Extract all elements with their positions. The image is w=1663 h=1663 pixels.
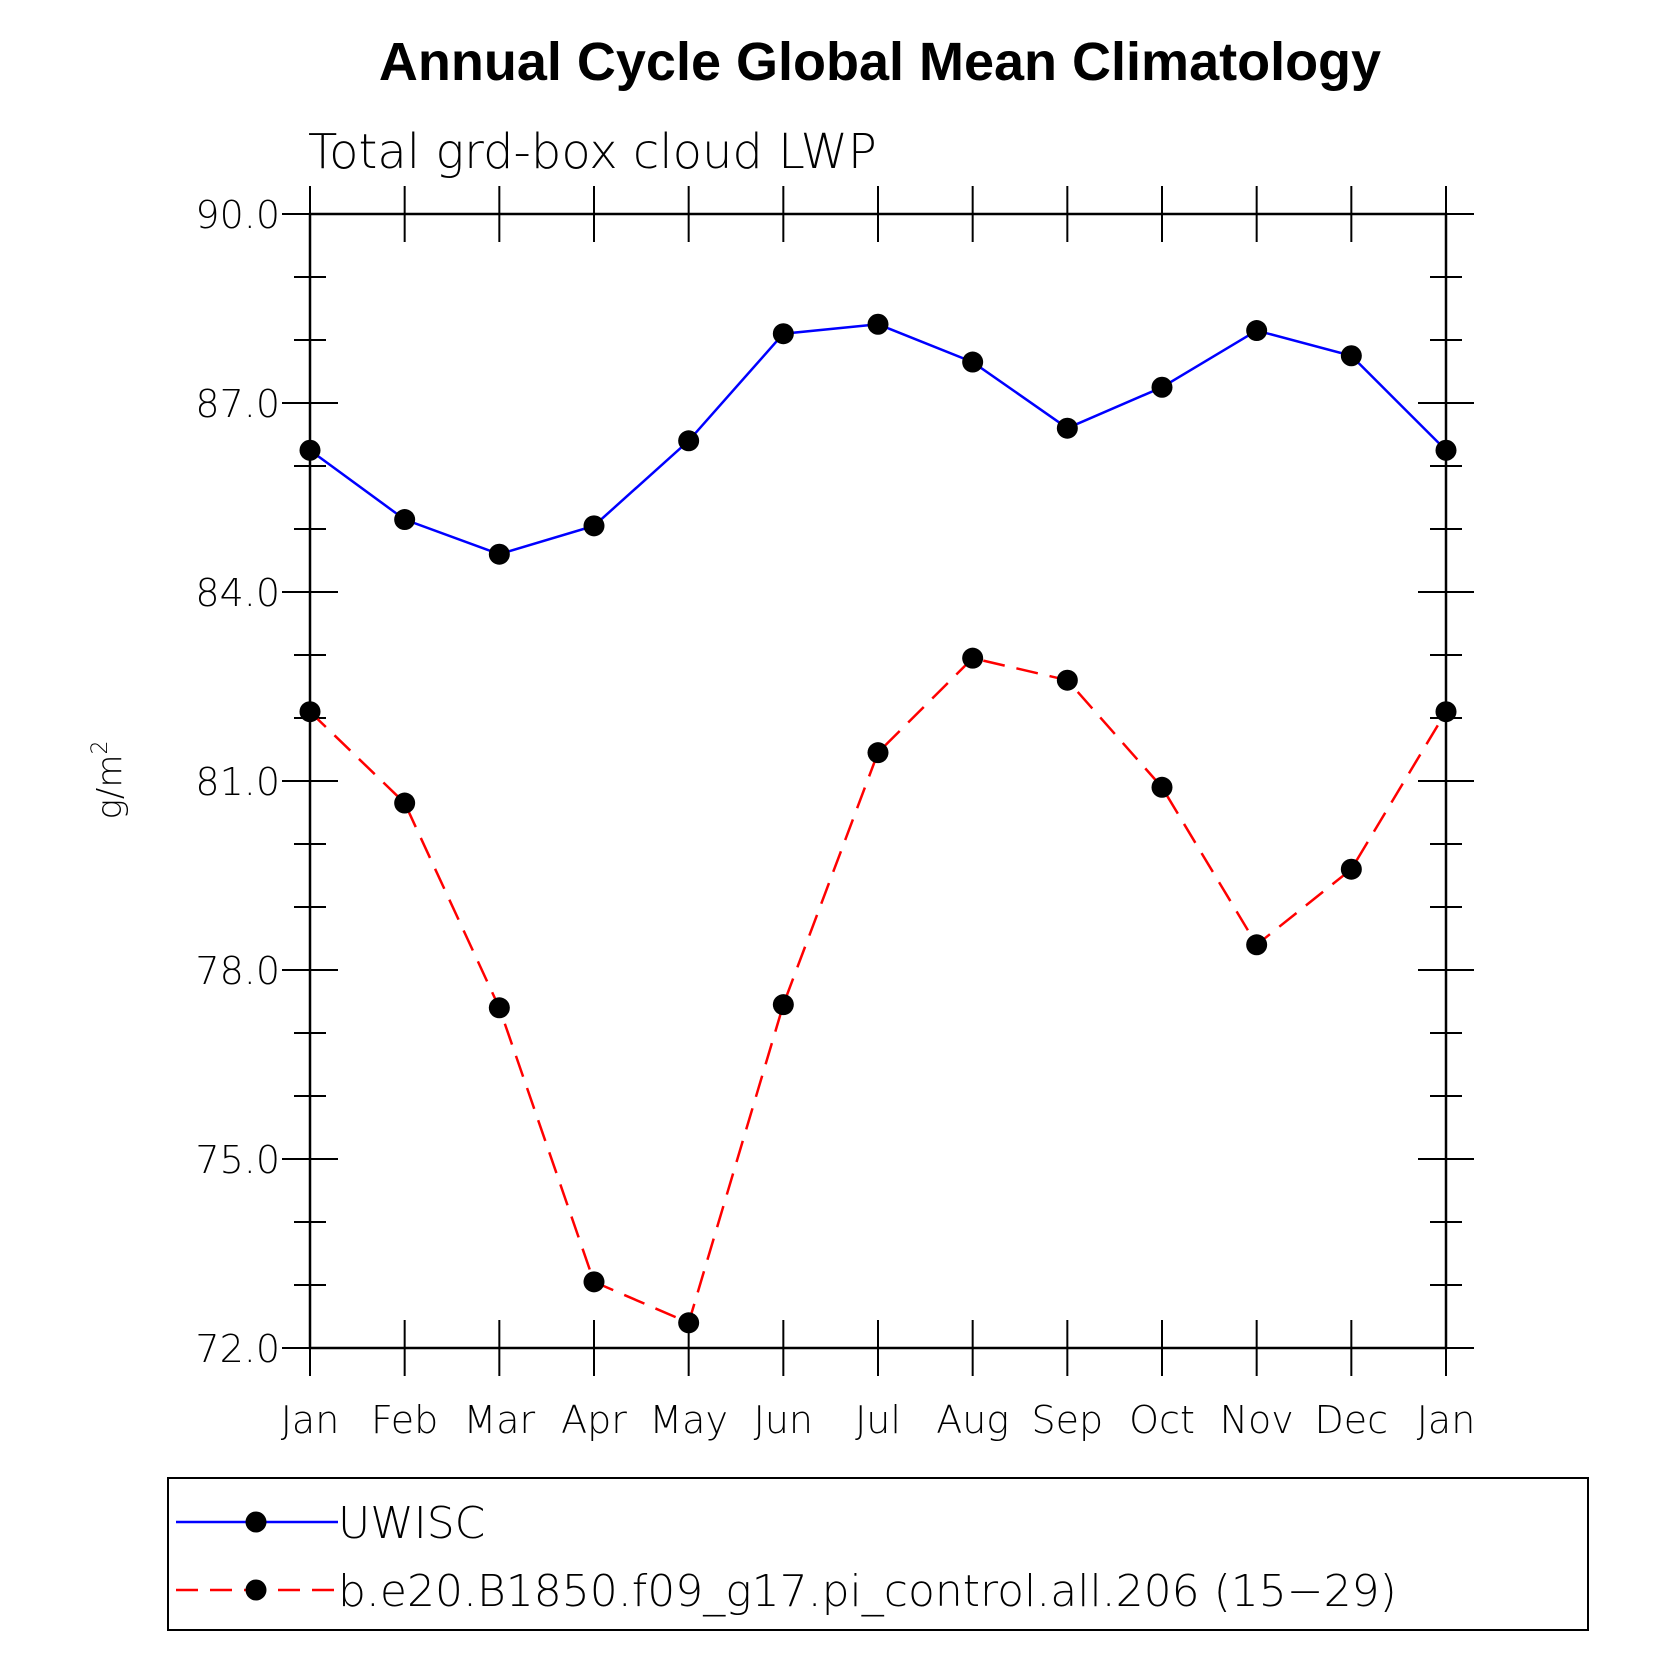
y-axis-label: g/m2	[88, 741, 130, 820]
data-point	[962, 647, 984, 669]
y-axis-label-superscript: 2	[88, 741, 113, 755]
data-point	[962, 351, 984, 373]
data-point	[1151, 376, 1173, 398]
x-tick-label: Aug	[936, 1398, 1009, 1442]
y-tick-label: 81.0	[195, 760, 280, 804]
y-tick-label: 90.0	[195, 193, 280, 237]
legend: UWISC b.e20.B1850.f09_g17.pi_control.all.…	[167, 1477, 1589, 1631]
data-point	[1056, 669, 1078, 691]
data-point	[1435, 439, 1457, 461]
data-point	[1340, 345, 1362, 367]
chart-title: Annual Cycle Global Mean Climatology	[379, 32, 1381, 92]
y-tick-label: 84.0	[195, 571, 280, 615]
data-point	[394, 792, 416, 814]
y-axis: 72.0 75.0 78.0 81.0 84.0 87.0 90.0	[195, 193, 1474, 1371]
data-point	[867, 313, 889, 335]
x-tick-label: Mar	[463, 1398, 535, 1442]
data-point	[678, 1312, 700, 1334]
x-tick-label: Oct	[1129, 1398, 1195, 1442]
x-tick-label: Jul	[855, 1398, 901, 1442]
y-tick-label: 72.0	[195, 1327, 280, 1371]
data-point	[1435, 701, 1457, 723]
data-point	[583, 1271, 605, 1293]
x-tick-label: Jan	[281, 1398, 340, 1442]
x-tick-label: Apr	[561, 1398, 627, 1442]
data-point	[488, 997, 510, 1019]
y-tick-label: 87.0	[195, 382, 280, 426]
x-tick-label: Jan	[1417, 1398, 1476, 1442]
legend-label: UWISC	[338, 1498, 485, 1549]
data-point	[772, 994, 794, 1016]
x-tick-label: Jun	[754, 1398, 813, 1442]
plot-frame	[308, 212, 1448, 1350]
data-point	[772, 323, 794, 345]
plot-border	[308, 212, 1448, 1350]
y-axis-label-unit: g/m	[90, 755, 130, 820]
data-point	[678, 430, 700, 452]
x-tick-label: Sep	[1032, 1398, 1104, 1442]
legend-marker	[245, 1511, 267, 1533]
data-point	[1056, 417, 1078, 439]
legend-label: b.e20.B1850.f09_g17.pi_control.all.206 (…	[338, 1566, 1397, 1617]
x-tick-label: Feb	[371, 1398, 438, 1442]
y-tick-label: 75.0	[195, 1138, 280, 1182]
y-tick-label: 78.0	[195, 949, 280, 993]
data-point	[1151, 776, 1173, 798]
chart-subtitle: Total grd-box cloud LWP	[308, 124, 877, 180]
data-point	[1340, 858, 1362, 880]
legend-marker	[245, 1579, 267, 1601]
series-line-0	[309, 322, 1447, 556]
data-point	[488, 543, 510, 565]
x-axis: Jan Feb Mar Apr May Jun Jul Aug Sep Oct Nov Dec Jan	[281, 186, 1476, 1442]
data-point	[867, 742, 889, 764]
x-tick-label: Dec	[1315, 1398, 1389, 1442]
data-point	[299, 701, 321, 723]
data-point	[394, 509, 416, 531]
data-point	[299, 439, 321, 461]
data-point	[583, 515, 605, 537]
x-tick-label: Nov	[1220, 1398, 1294, 1442]
data-point	[1246, 320, 1268, 342]
x-tick-label: May	[649, 1398, 728, 1442]
data-point	[1246, 934, 1268, 956]
series-layer	[299, 313, 1457, 1334]
legend-box	[167, 1477, 1589, 1631]
